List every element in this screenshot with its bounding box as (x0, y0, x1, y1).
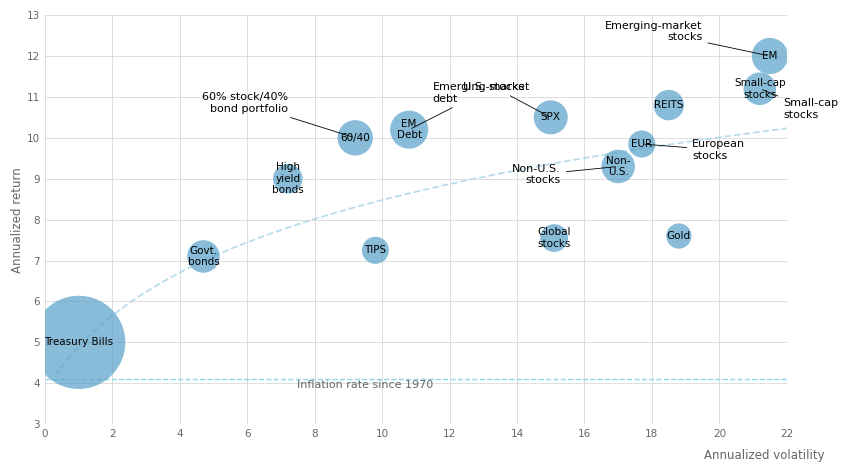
Text: Global
stocks: Global stocks (537, 227, 571, 249)
Text: European
stocks: European stocks (644, 139, 745, 161)
Text: Non-
U.S.: Non- U.S. (606, 156, 631, 177)
Text: Govt.
bonds: Govt. bonds (188, 246, 219, 267)
Text: EM
Debt: EM Debt (397, 119, 422, 141)
Point (547, 234, 561, 242)
Text: Emerging-market
debt: Emerging-market debt (411, 82, 530, 128)
Text: Inflation rate since 1970: Inflation rate since 1970 (298, 380, 434, 390)
X-axis label: Annualized volatility: Annualized volatility (704, 449, 824, 462)
Text: 60/40: 60/40 (340, 133, 370, 143)
Point (196, 253, 210, 260)
Point (763, 52, 777, 60)
Text: High
yield
bonds: High yield bonds (272, 162, 303, 196)
Point (635, 140, 649, 148)
Point (753, 85, 767, 93)
Point (348, 134, 362, 141)
Text: SPX: SPX (541, 112, 561, 122)
Text: EM: EM (762, 51, 778, 61)
Text: Treasury Bills: Treasury Bills (44, 337, 113, 347)
Point (672, 232, 686, 240)
Text: Small-cap
stocks: Small-cap stocks (734, 78, 785, 100)
Text: TIPS: TIPS (365, 245, 387, 255)
Text: EUR: EUR (632, 139, 652, 149)
Text: Gold: Gold (666, 231, 691, 241)
Text: REITS: REITS (654, 100, 683, 110)
Point (402, 126, 416, 133)
Text: U.S. stocks: U.S. stocks (462, 82, 548, 116)
Y-axis label: Annualized return: Annualized return (11, 167, 24, 273)
Text: Non-U.S.
stocks: Non-U.S. stocks (512, 164, 615, 186)
Text: Small-cap
stocks: Small-cap stocks (762, 90, 838, 120)
Text: Emerging-market
stocks: Emerging-market stocks (605, 21, 768, 55)
Point (369, 247, 382, 254)
Point (281, 175, 295, 182)
Point (662, 102, 676, 109)
Point (611, 163, 625, 170)
Text: 60% stock/40%
bond portfolio: 60% stock/40% bond portfolio (201, 92, 353, 137)
Point (544, 114, 558, 121)
Point (72, 338, 86, 346)
